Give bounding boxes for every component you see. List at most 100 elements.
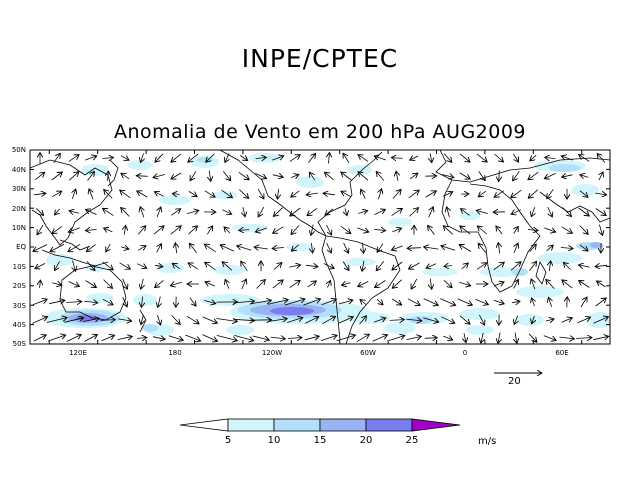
wind-arrow [141, 153, 144, 163]
wind-arrow [595, 265, 608, 266]
wind-arrow [137, 226, 145, 235]
wind-arrow [595, 193, 606, 195]
wind-arrow [55, 208, 60, 215]
wind-arrow [322, 316, 335, 325]
wind-arrow [338, 317, 354, 324]
wind-arrow [441, 246, 456, 251]
wind-arrow [391, 208, 403, 216]
wind-arrow [478, 171, 485, 180]
wind-arrow [374, 229, 385, 230]
wind-arrow [267, 300, 288, 305]
wind-arrow [459, 315, 470, 324]
wind-arrow [336, 335, 356, 342]
lat-label: EQ [16, 243, 26, 251]
wind-arrow [478, 243, 487, 253]
wind-arrow [391, 245, 403, 250]
wind-arrow [424, 247, 439, 249]
wind-arrow [561, 318, 573, 323]
wind-arrow [239, 189, 248, 199]
wind-arrow [493, 262, 505, 271]
wind-arrow [543, 335, 556, 341]
wind-arrow [153, 226, 164, 235]
wind-arrow [123, 297, 127, 307]
wind-arrow [175, 243, 176, 254]
wind-arrow [376, 298, 383, 305]
wind-arrow [377, 243, 384, 253]
wind-arrow [216, 319, 238, 322]
wind-arrow [392, 228, 401, 232]
wind-arrow [389, 336, 405, 341]
wind-arrow [68, 155, 79, 162]
wind-arrow [225, 153, 229, 163]
wind-arrow [250, 300, 272, 305]
wind-arrow [237, 246, 252, 251]
wind-arrow [511, 189, 522, 198]
wind-arrow [597, 154, 606, 163]
wind-arrow [410, 156, 419, 160]
wind-arrow [499, 170, 500, 182]
wind-arrow [342, 261, 349, 271]
wind-arrow [86, 261, 95, 270]
wind-arrow [121, 173, 130, 180]
wind-arrow [343, 242, 349, 253]
wind-arrow [86, 209, 97, 215]
shade-patch [128, 160, 152, 170]
wind-arrow [328, 280, 331, 288]
wind-arrow [320, 335, 337, 341]
shade-patch [270, 307, 314, 315]
shade-patch [571, 184, 599, 196]
wind-arrow [323, 263, 334, 269]
wind-arrow [392, 298, 401, 305]
wind-arrow [257, 188, 264, 199]
wind-arrow [326, 242, 332, 253]
shade-patch [133, 294, 157, 306]
wind-arrow [529, 261, 536, 271]
wind-arrow [392, 279, 402, 289]
wind-arrow [459, 153, 470, 162]
wind-arrow [141, 315, 143, 324]
wind-arrow [460, 226, 471, 235]
wind-arrow [595, 298, 607, 307]
wind-arrow [409, 208, 419, 217]
wind-arrow [423, 317, 438, 322]
wind-arrow [36, 208, 43, 216]
wind-arrow [221, 189, 233, 198]
wind-arrow [141, 278, 144, 289]
wind-arrow [514, 315, 518, 325]
wind-arrow [64, 318, 83, 323]
wind-arrow [289, 265, 300, 267]
wind-arrow [122, 278, 128, 289]
wind-arrow [277, 188, 278, 199]
lat-label: 10S [12, 263, 26, 271]
wind-arrow [222, 262, 233, 271]
wind-arrow [579, 244, 588, 251]
shade-patch [214, 265, 246, 275]
shade-patch [286, 243, 314, 251]
wind-arrow [441, 316, 455, 323]
wind-arrow [443, 192, 453, 196]
wind-arrow [289, 280, 300, 288]
wind-arrow [579, 265, 590, 267]
wind-arrow [325, 208, 334, 215]
wind-arrow [238, 171, 249, 179]
wind-arrow [599, 224, 602, 236]
wind-arrow [50, 244, 65, 251]
wind-arrow [511, 209, 522, 215]
wind-arrow [170, 282, 182, 285]
wind-arrow [206, 226, 212, 235]
wind-arrow [106, 243, 110, 252]
wind-arrow [548, 297, 551, 307]
wind-arrow [443, 153, 452, 163]
wind-arrow [120, 156, 129, 161]
wind-arrow [579, 281, 590, 288]
wind-arrow [185, 334, 200, 341]
wind-arrow [273, 207, 283, 217]
wind-arrow [100, 320, 116, 321]
colorbar-lower-triangle [179, 418, 229, 432]
wind-arrow [306, 193, 318, 195]
wind-arrow [475, 299, 489, 304]
wind-arrow [273, 226, 284, 234]
wind-arrow [408, 190, 419, 199]
wind-arrow [141, 296, 142, 308]
wind-arrow [51, 191, 62, 198]
